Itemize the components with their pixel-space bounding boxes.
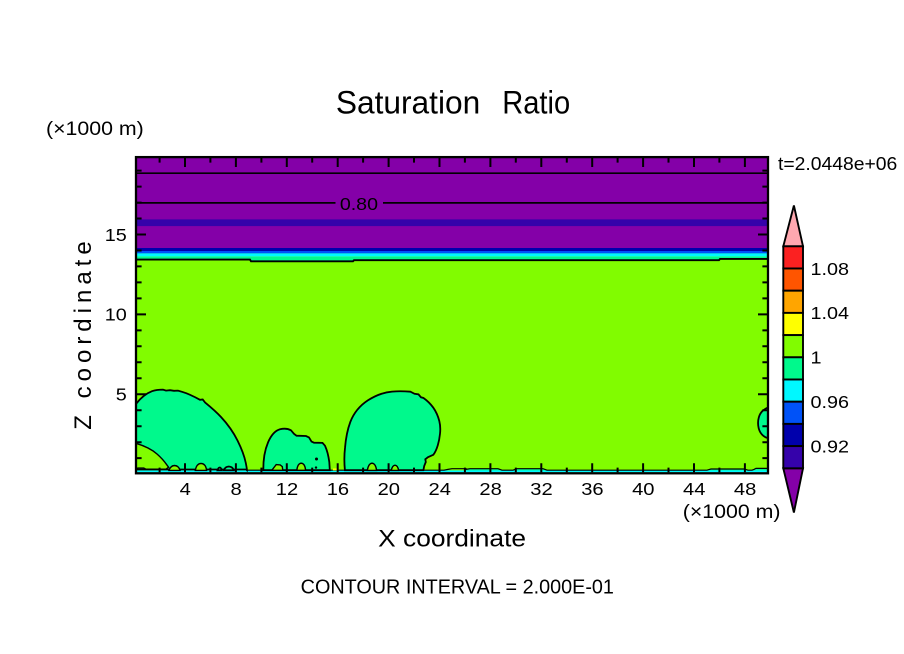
svg-text:t=2.0448e+06: t=2.0448e+06 <box>778 154 897 175</box>
svg-text:32: 32 <box>530 480 552 500</box>
svg-text:24: 24 <box>428 480 451 500</box>
svg-text:28: 28 <box>479 480 501 500</box>
svg-text:10: 10 <box>105 305 127 325</box>
svg-text:48: 48 <box>734 480 756 500</box>
svg-text:Saturation: Saturation <box>336 84 480 120</box>
svg-text:40: 40 <box>632 480 654 500</box>
svg-text:44: 44 <box>683 480 706 500</box>
svg-text:5: 5 <box>116 385 127 405</box>
svg-text:Ratio: Ratio <box>502 85 570 121</box>
svg-text:0.92: 0.92 <box>811 437 850 457</box>
svg-text:20: 20 <box>378 480 400 500</box>
svg-text:4: 4 <box>180 480 192 500</box>
svg-text:36: 36 <box>581 480 603 500</box>
svg-text:8: 8 <box>230 480 241 500</box>
svg-text:0.96: 0.96 <box>811 393 850 413</box>
svg-text:1.08: 1.08 <box>811 260 850 280</box>
svg-text:(×1000 m): (×1000 m) <box>683 502 781 523</box>
svg-text:16: 16 <box>327 480 349 500</box>
svg-text:15: 15 <box>105 226 127 246</box>
svg-text:CONTOUR INTERVAL = 2.000E-01: CONTOUR INTERVAL = 2.000E-01 <box>301 576 614 598</box>
svg-text:Z coordinate: Z coordinate <box>70 236 97 429</box>
svg-text:0.80: 0.80 <box>340 194 378 214</box>
svg-text:X coordinate: X coordinate <box>378 526 526 553</box>
svg-text:1.04: 1.04 <box>811 304 850 324</box>
svg-text:1: 1 <box>811 348 822 368</box>
svg-text:12: 12 <box>276 480 298 500</box>
svg-text:(×1000 m): (×1000 m) <box>46 119 144 140</box>
